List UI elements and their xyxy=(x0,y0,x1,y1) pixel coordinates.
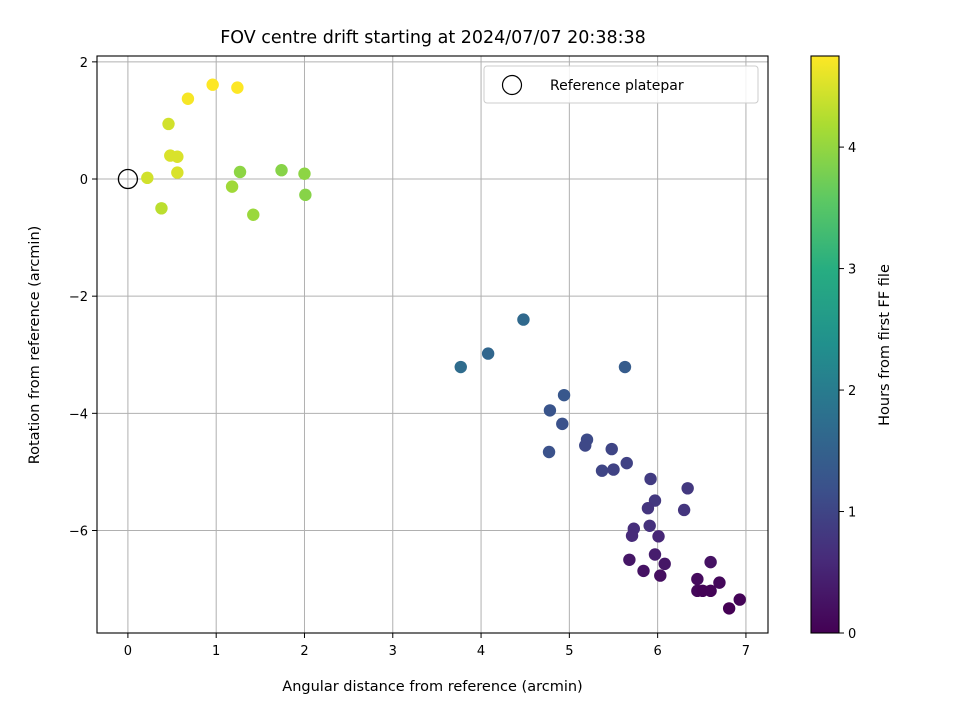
x-tick-label: 2 xyxy=(300,644,308,659)
x-tick-label: 0 xyxy=(124,644,132,659)
colorbar-tick-label: 2 xyxy=(848,384,856,399)
scatter-point xyxy=(607,463,620,476)
scatter-point xyxy=(681,482,694,495)
scatter-point xyxy=(677,503,691,517)
scatter-point xyxy=(641,502,655,515)
x-axis-label: Angular distance from reference (arcmin) xyxy=(282,679,582,695)
scatter-point xyxy=(298,167,311,180)
y-tick-label: −2 xyxy=(69,290,88,305)
scatter-point xyxy=(644,472,657,486)
x-tick-label: 6 xyxy=(653,644,661,659)
scatter-point xyxy=(618,360,632,374)
scatter-point xyxy=(233,165,247,179)
x-tick-label: 4 xyxy=(477,644,485,659)
legend: Reference platepar xyxy=(483,65,759,104)
y-tick-label: 2 xyxy=(80,56,88,71)
scatter-point xyxy=(454,360,467,374)
y-tick-label: −6 xyxy=(69,524,88,539)
scatter-point xyxy=(517,313,530,326)
scatter-point xyxy=(643,519,656,533)
colorbar-tick-label: 0 xyxy=(848,627,856,642)
scatter-point xyxy=(162,117,175,131)
scatter-point xyxy=(722,602,736,615)
colorbar-tick-label: 1 xyxy=(848,506,856,521)
reference-marker-layer xyxy=(117,168,139,190)
scatter-point xyxy=(620,456,633,470)
scatter-point xyxy=(225,180,239,193)
colorbar-frame xyxy=(810,55,840,634)
scatter-point xyxy=(733,593,746,606)
scatter-point xyxy=(557,388,571,402)
y-tick-label: −4 xyxy=(69,407,88,422)
scatter-point xyxy=(171,150,184,163)
scatter-point xyxy=(605,442,618,456)
scatter-point xyxy=(275,164,288,177)
scatter-point xyxy=(691,572,704,586)
scatter-point xyxy=(579,439,592,452)
scatter-point xyxy=(171,166,184,179)
scatter-point xyxy=(141,171,154,185)
x-tick-label: 1 xyxy=(212,644,220,659)
scatter-point xyxy=(658,557,671,571)
colorbar-tick-label: 4 xyxy=(848,141,856,156)
scatter-point xyxy=(704,555,717,569)
scatter-point xyxy=(704,584,717,598)
colorbar-label: Hours from first FF file xyxy=(877,264,893,426)
colorbar-ticks: 0 1 2 3 4 xyxy=(839,141,856,642)
plot-frame xyxy=(96,55,769,634)
y-axis-ticks: 2 0 −2 −4 −6 xyxy=(69,56,97,539)
legend-box xyxy=(483,65,759,104)
scatter-point xyxy=(595,464,609,477)
chart-title: FOV centre drift starting at 2024/07/07 … xyxy=(220,28,646,48)
x-tick-label: 3 xyxy=(389,644,397,659)
scatter-point xyxy=(648,548,662,561)
scatter-point xyxy=(625,529,639,542)
y-tick-label: 0 xyxy=(80,173,88,188)
scatter-point xyxy=(637,564,650,578)
grid-lines xyxy=(97,56,768,633)
scatter-point xyxy=(652,530,665,543)
scatter-point xyxy=(231,81,244,94)
scatter-point xyxy=(181,92,195,105)
scatter-point xyxy=(247,208,260,221)
scatter-point xyxy=(206,78,219,91)
colorbar-tick-label: 3 xyxy=(848,263,856,278)
legend-marker-open-circle xyxy=(501,74,523,96)
y-axis-label: Rotation from reference (arcmin) xyxy=(27,226,43,465)
x-tick-label: 5 xyxy=(565,644,573,659)
legend-entry-label: Reference platepar xyxy=(550,78,684,94)
scatter-point xyxy=(654,569,667,582)
x-tick-label: 7 xyxy=(742,644,750,659)
scatter-point xyxy=(713,576,726,589)
x-axis-ticks: 0 1 2 3 4 5 6 7 xyxy=(124,633,750,659)
scatter-point xyxy=(299,188,312,202)
scatter-point xyxy=(481,347,495,360)
scatter-point xyxy=(543,404,557,417)
scatter-point xyxy=(556,417,569,431)
colorbar-gradient xyxy=(811,56,839,633)
data-points xyxy=(141,78,746,615)
reference-platepar-marker xyxy=(117,168,139,190)
scatter-point xyxy=(623,553,636,566)
scatter-point xyxy=(155,202,168,215)
scatter-point xyxy=(542,445,556,459)
